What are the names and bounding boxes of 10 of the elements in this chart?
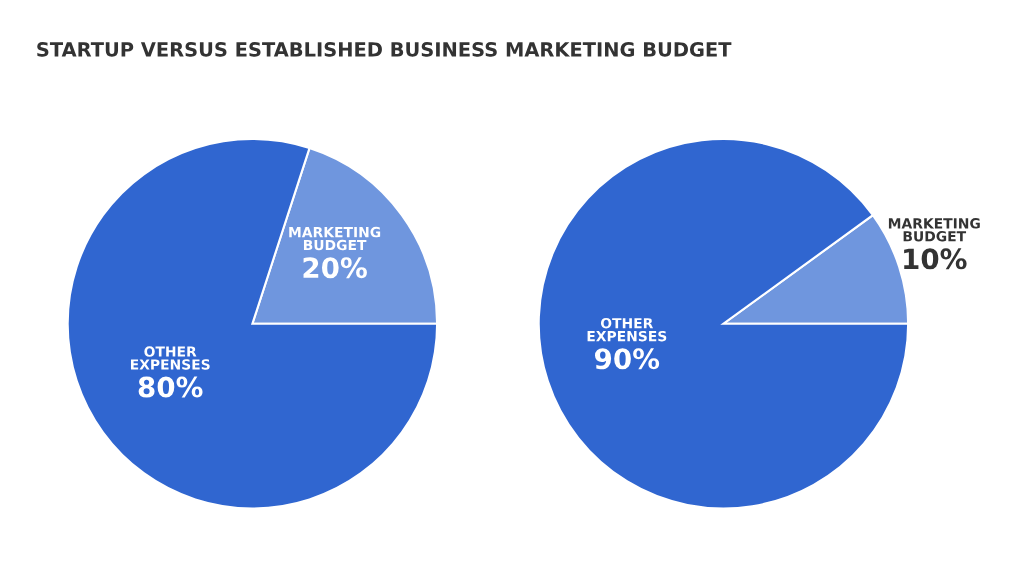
slice-label: MARKETING BUDGET [289,226,381,251]
data-label: 10% [904,248,967,270]
slice-label: OTHER EXPENSES [130,346,210,370]
chart-title: STARTUP VERSUS ESTABLISHED BUSINESS MARKETING BUDGET [37,42,732,57]
data-label: 90% [594,348,660,370]
pie-slice [66,138,439,510]
slice-label: MARKETING BUDGET [888,218,980,242]
data-label: 80% [138,376,203,398]
slice-label: OTHER EXPENSES [587,317,667,342]
data-label: 20% [303,257,367,279]
